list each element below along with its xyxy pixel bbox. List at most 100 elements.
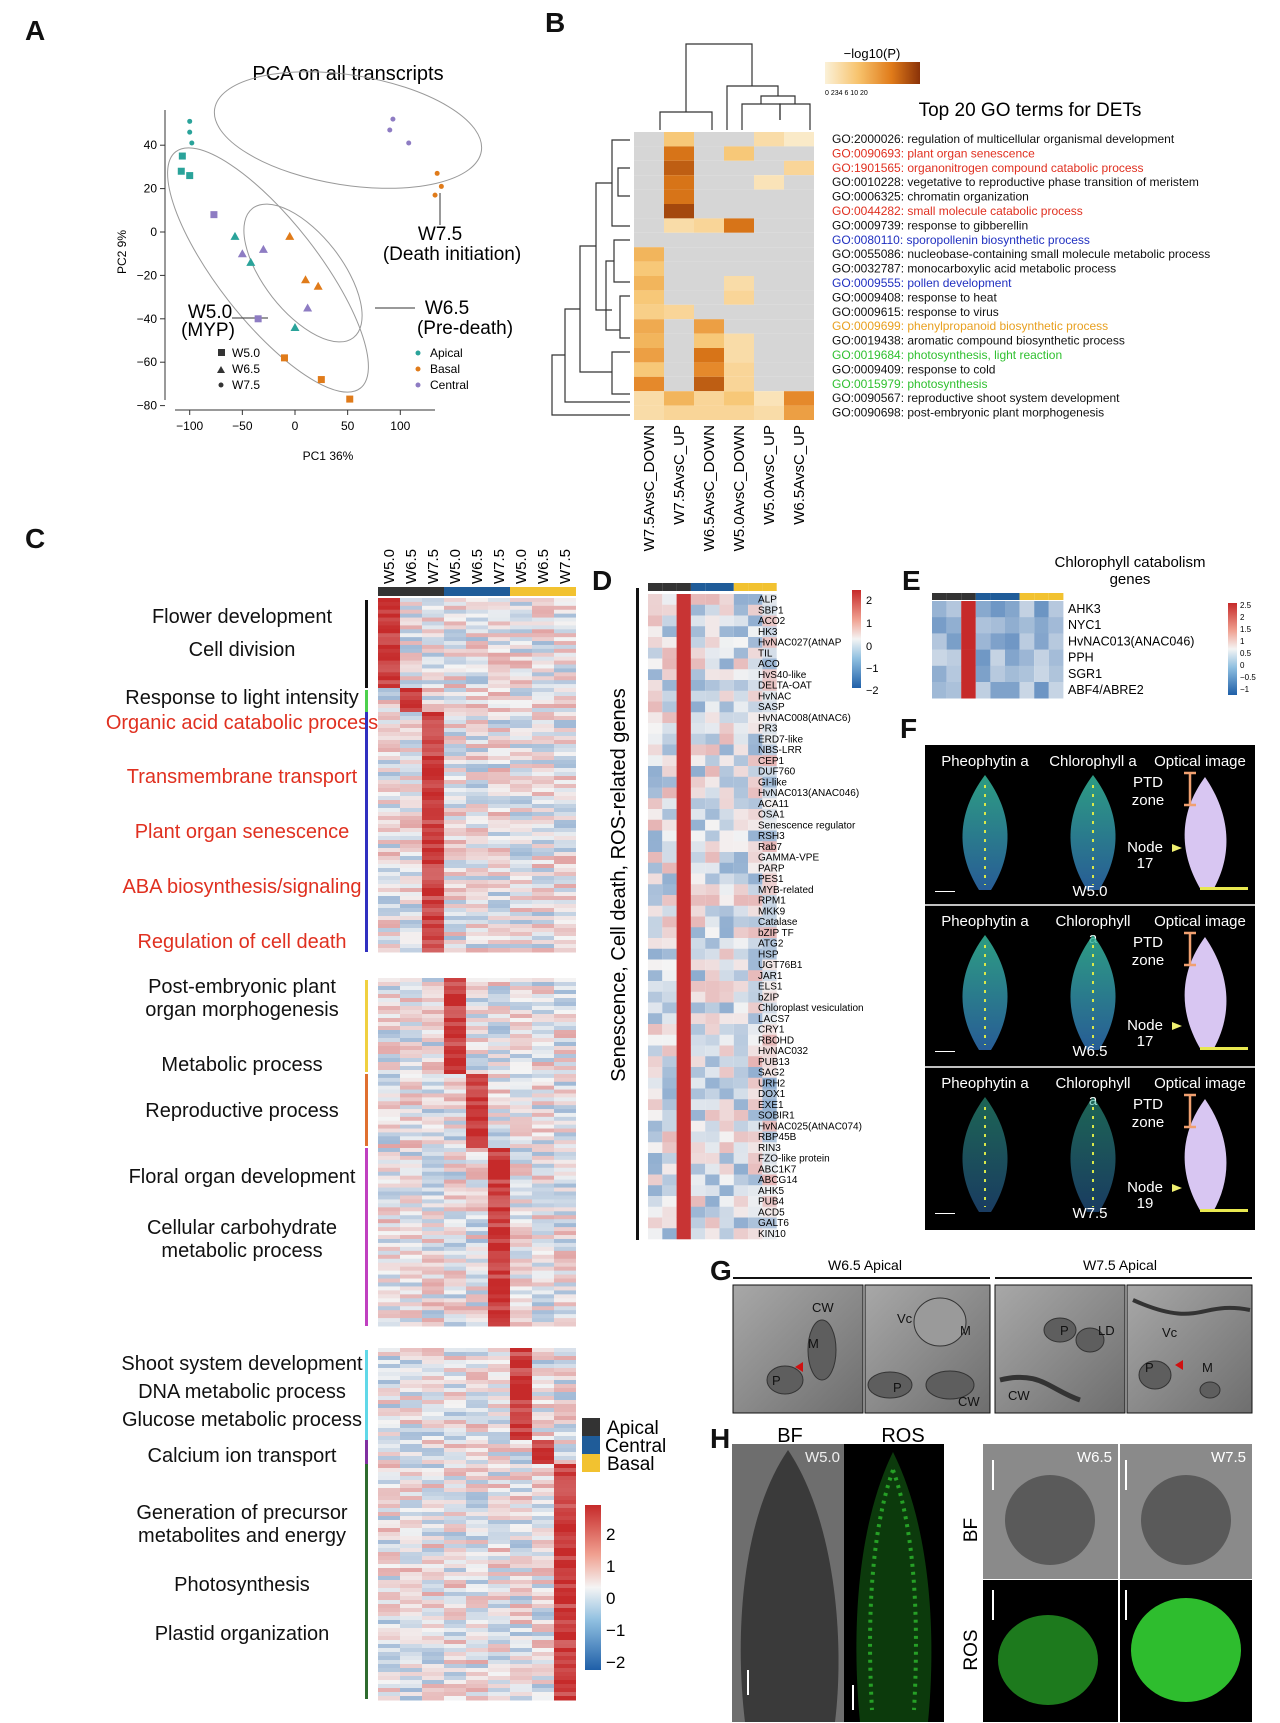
g-label-cw: CW bbox=[812, 1300, 834, 1315]
go-term: GO:0090567: reproductive shoot system de… bbox=[832, 391, 1120, 405]
d-gene-label: ACA11 bbox=[758, 799, 789, 810]
pca-point bbox=[187, 129, 193, 135]
cluster-term-label: Generation of precursor bbox=[136, 1502, 348, 1524]
go-term: GO:0009739: response to gibberellin bbox=[832, 218, 1028, 232]
go-cell bbox=[634, 376, 664, 392]
pca-point bbox=[317, 376, 325, 384]
go-cell bbox=[754, 319, 784, 334]
d-gene-label: ACD5 bbox=[758, 1207, 785, 1218]
legend-central: Central bbox=[430, 378, 469, 392]
f-node-number: 17 bbox=[1137, 855, 1154, 872]
e-gene-label: HvNAC013(ANAC046) bbox=[1068, 634, 1194, 648]
d-gene-label: EXE1 bbox=[758, 1100, 784, 1111]
d-gene-label: CEP1 bbox=[758, 756, 785, 767]
f-stage: W6.5 bbox=[1072, 1043, 1107, 1060]
pca-point bbox=[438, 183, 444, 189]
pca-point bbox=[246, 257, 256, 266]
panel-letter-f: F bbox=[900, 713, 917, 744]
gene-panel-e: Chlorophyll catabolism genes AHK3 NYC1 HvN… bbox=[932, 554, 1256, 699]
go-cell bbox=[694, 175, 724, 190]
cluster-term-label: metabolic process bbox=[161, 1240, 322, 1262]
go-cell bbox=[664, 391, 694, 406]
e-gene-label: PPH bbox=[1068, 651, 1094, 665]
go-cell bbox=[754, 132, 784, 147]
go-cell bbox=[634, 204, 664, 219]
go-cell bbox=[694, 189, 724, 204]
label-w75: W7.5 bbox=[418, 224, 462, 245]
go-term: GO:0015979: photosynthesis bbox=[832, 377, 987, 391]
d-gene-label: HSP bbox=[758, 949, 779, 960]
pca-y-tick: −80 bbox=[137, 399, 158, 413]
go-cell bbox=[664, 276, 694, 291]
go-cell bbox=[724, 132, 754, 147]
go-term: GO:0019438: aromatic compound biosynthet… bbox=[832, 334, 1125, 348]
pca-point bbox=[313, 281, 323, 290]
legend-w50: W5.0 bbox=[232, 346, 260, 360]
go-col-dendrogram bbox=[659, 43, 811, 130]
pca-x-tick: 50 bbox=[341, 419, 355, 433]
cluster-term-label: Glucose metabolic process bbox=[122, 1409, 362, 1431]
e-scale-tick: 0.5 bbox=[1240, 649, 1252, 658]
go-cell bbox=[724, 276, 754, 291]
cluster-term-label: ABA biosynthesis/signaling bbox=[122, 876, 361, 898]
d-gene-label: PUB13 bbox=[758, 1057, 790, 1068]
go-cell bbox=[784, 232, 814, 248]
go-term: GO:0009555: pollen development bbox=[832, 276, 1012, 290]
f-header: Pheophytin a bbox=[941, 913, 1029, 930]
go-cell bbox=[724, 376, 754, 392]
f-header: Chlorophyll bbox=[1055, 913, 1130, 930]
pca-point bbox=[177, 167, 185, 175]
d-scale-tick: 2 bbox=[866, 595, 872, 607]
d-gene-label: CRY1 bbox=[758, 1025, 785, 1036]
go-cell bbox=[634, 290, 664, 305]
pca-x-tick: 0 bbox=[292, 419, 299, 433]
h-bf-side: BF bbox=[961, 1518, 982, 1542]
go-cell bbox=[634, 319, 664, 334]
pca-x-tick: −50 bbox=[232, 419, 253, 433]
cluster-term-label: Shoot system development bbox=[121, 1353, 363, 1375]
g-label-p: P bbox=[772, 1373, 781, 1388]
d-gene-label: HvNAC bbox=[758, 691, 791, 702]
go-cell bbox=[664, 175, 694, 190]
label-w65-sub: (Pre-death) bbox=[417, 318, 513, 339]
label-w50: W5.0 bbox=[188, 302, 232, 323]
go-cell bbox=[724, 333, 754, 348]
g-label-p3: P bbox=[1060, 1323, 1069, 1338]
g-label-ld: LD bbox=[1098, 1323, 1115, 1338]
go-cell bbox=[784, 362, 814, 377]
cluster-panel: W5.0 W6.5 W7.5 W5.0 W6.5 W7.5 W5.0 W6.5 W7.5 Flo… bbox=[106, 549, 666, 1701]
go-cell bbox=[724, 160, 754, 176]
g-label-p2: P bbox=[893, 1380, 902, 1395]
go-term: GO:0010228: vegetative to reproductive p… bbox=[832, 175, 1199, 189]
d-gene-label: GAMMA-VPE bbox=[758, 853, 819, 864]
e-scale-tick: 2.5 bbox=[1240, 601, 1252, 610]
go-cell bbox=[694, 333, 724, 348]
cluster-term-label: Post-embryonic plant bbox=[148, 976, 336, 998]
d-gene-label: FZO-like protein bbox=[758, 1154, 830, 1165]
pca-point bbox=[301, 275, 311, 284]
e-scale-bar bbox=[1228, 603, 1237, 695]
go-column-label: W7.5AvsC_UP bbox=[671, 425, 688, 525]
legend-basal: Basal bbox=[430, 362, 460, 376]
go-term: GO:0009408: response to heat bbox=[832, 290, 997, 304]
go-cell bbox=[694, 232, 724, 248]
d-gene-label: DOX1 bbox=[758, 1089, 786, 1100]
g-title-left: W6.5 Apical bbox=[828, 1257, 902, 1273]
panel-letter-b: B bbox=[545, 7, 565, 38]
pca-y-tick: −20 bbox=[137, 268, 158, 282]
go-cell bbox=[664, 232, 694, 248]
go-term: GO:0090698: post-embryonic plant morphog… bbox=[832, 406, 1104, 420]
d-gene-label: MKK9 bbox=[758, 906, 786, 917]
go-title: Top 20 GO terms for DETs bbox=[919, 100, 1142, 121]
go-cell bbox=[784, 391, 814, 406]
d-gene-label: ELS1 bbox=[758, 982, 783, 993]
go-cell bbox=[634, 232, 664, 248]
go-term: GO:0009409: response to cold bbox=[832, 362, 995, 376]
go-cell bbox=[634, 132, 664, 147]
go-cell bbox=[634, 405, 664, 420]
f-ptd: PTD bbox=[1133, 774, 1163, 791]
panel-letter-d: D bbox=[592, 565, 612, 596]
go-cell bbox=[754, 391, 784, 406]
go-column-label: W6.5AvsC_UP bbox=[791, 425, 808, 525]
